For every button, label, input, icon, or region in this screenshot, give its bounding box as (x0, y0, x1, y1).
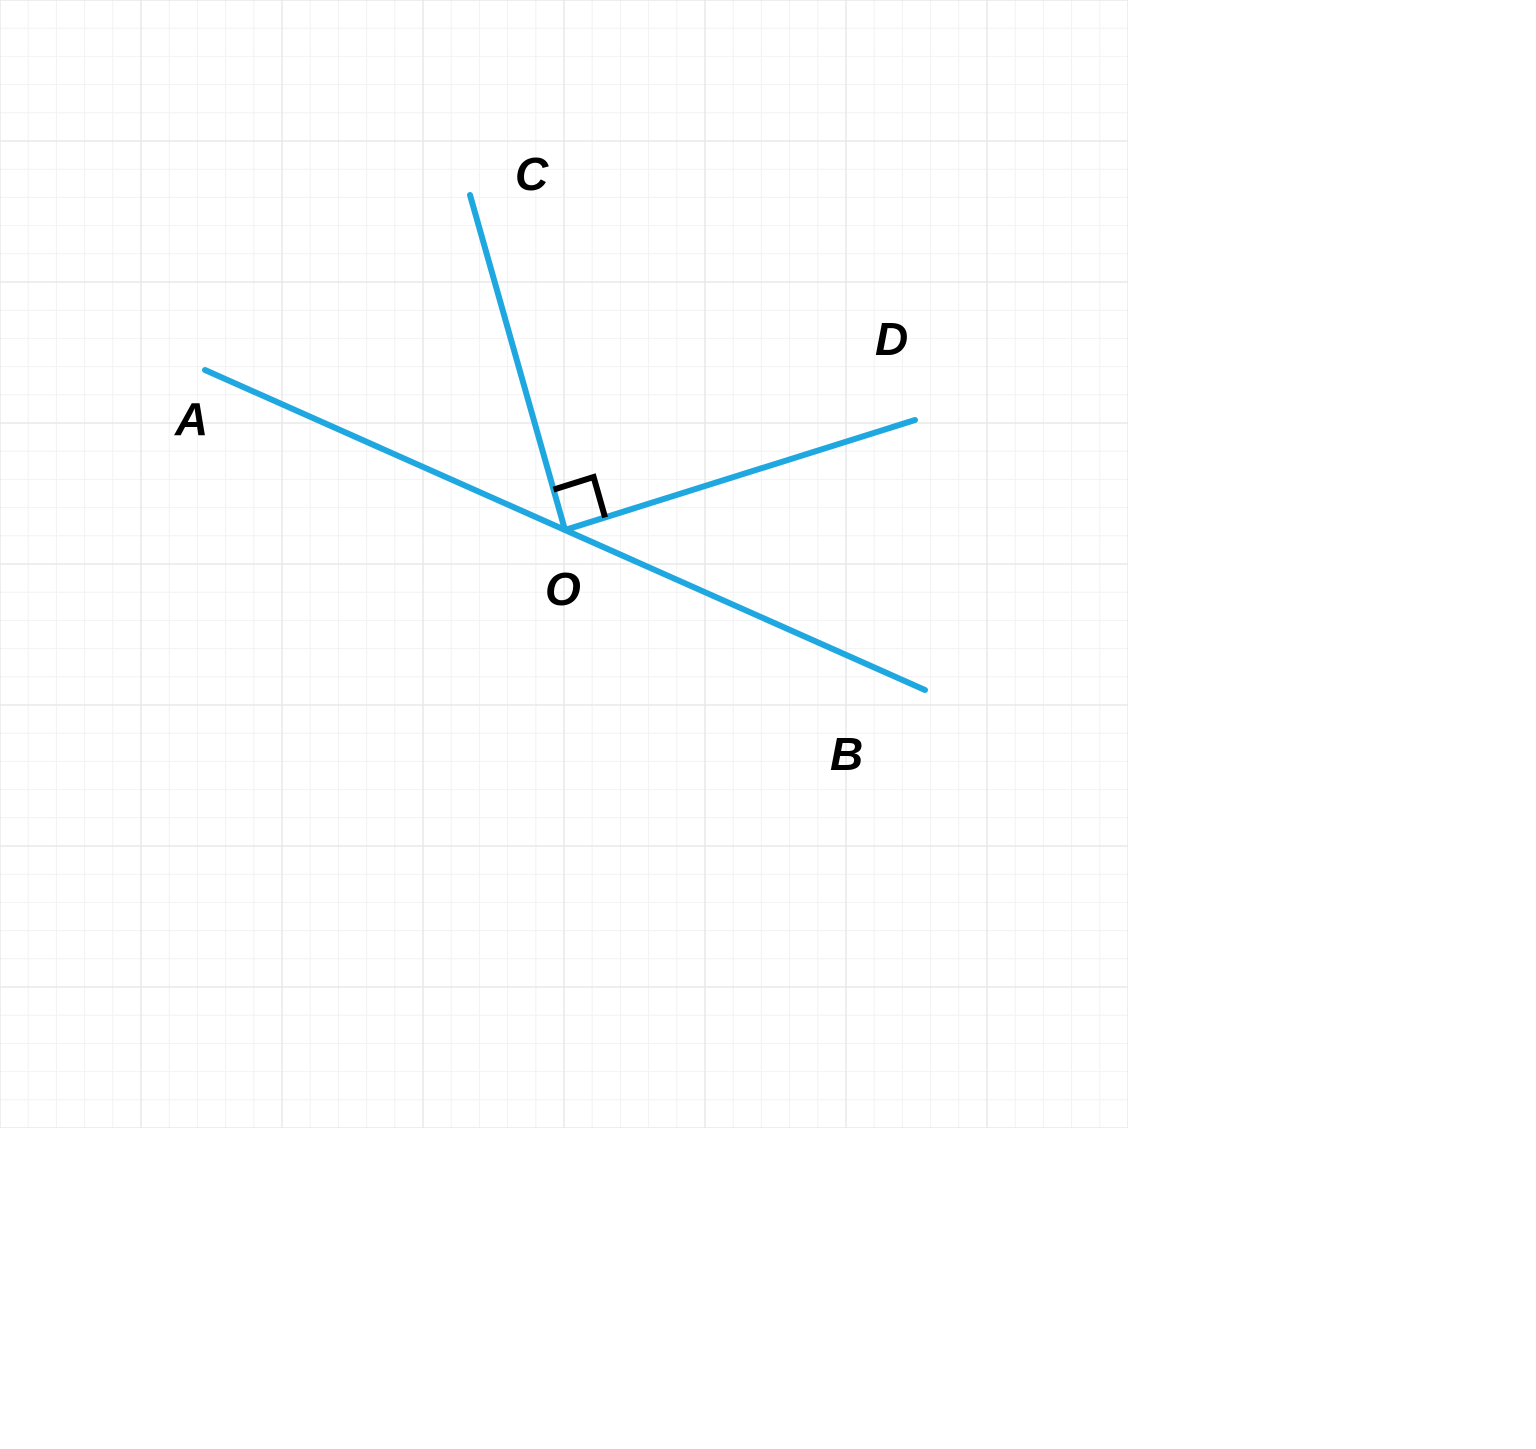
label-C: C (515, 148, 549, 200)
label-A: A (174, 393, 208, 445)
geometry-diagram-svg: A B C D O (0, 0, 1128, 1128)
label-B: B (830, 728, 863, 780)
label-origin: O (545, 563, 581, 615)
label-D: D (875, 313, 908, 365)
diagram-container: A B C D O (0, 0, 1128, 1128)
